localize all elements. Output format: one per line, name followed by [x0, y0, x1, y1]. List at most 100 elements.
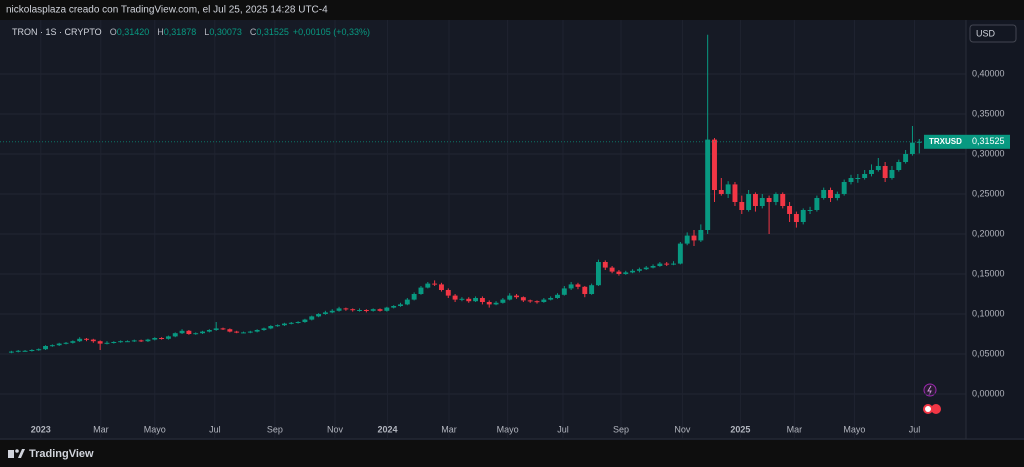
- candle-body: [698, 230, 704, 241]
- footer-bar: [0, 440, 1024, 467]
- legend-key: C: [250, 27, 257, 37]
- credit: nickolasplaza creado con TradingView.com…: [6, 5, 328, 16]
- candle-body: [227, 329, 233, 332]
- y-tick-label: 0,00000: [972, 388, 1005, 398]
- candle-body: [97, 341, 103, 344]
- candle-body: [254, 330, 260, 332]
- candle-body: [124, 341, 130, 343]
- footer-brand: TradingView: [29, 448, 94, 460]
- candle-body: [49, 345, 55, 347]
- candle-body: [220, 328, 226, 330]
- candle-body: [268, 326, 274, 329]
- x-tick-label: Sep: [267, 424, 283, 434]
- candle-body: [732, 184, 738, 202]
- x-tick-label: Jul: [909, 424, 921, 434]
- candle-body: [438, 284, 444, 290]
- candle-body: [411, 294, 417, 300]
- candle-body: [787, 206, 793, 214]
- candle-body: [780, 194, 786, 206]
- x-tick-label: Mayo: [144, 424, 166, 434]
- candle-body: [650, 266, 656, 268]
- candle-body: [206, 330, 212, 332]
- candle-body: [855, 178, 861, 179]
- logo: [8, 449, 25, 458]
- candle-body: [800, 210, 806, 222]
- currency: USD: [976, 28, 996, 38]
- candle-body: [875, 166, 881, 170]
- candle-body: [377, 309, 383, 311]
- candle-body: [343, 308, 349, 310]
- candle-body: [909, 142, 915, 154]
- candle-body: [350, 309, 356, 311]
- candle-body: [834, 194, 840, 198]
- y-tick-label: 0,15000: [972, 268, 1005, 278]
- symbol: TRXUSD: [929, 137, 962, 146]
- candle-body: [862, 174, 868, 178]
- candle-body: [473, 298, 479, 302]
- candle-body: [391, 306, 397, 308]
- candle-body: [322, 312, 328, 314]
- candle-body: [841, 182, 847, 194]
- candle-body: [896, 162, 902, 170]
- candle-body: [247, 331, 253, 333]
- candle-body: [507, 295, 513, 300]
- candle-body: [459, 298, 465, 300]
- x-tick-label: 2023: [31, 424, 51, 434]
- y-tick-label: 0,25000: [972, 188, 1005, 198]
- candle-body: [309, 316, 315, 320]
- plot: [0, 20, 966, 439]
- y-tick-label: 0,10000: [972, 308, 1005, 318]
- candle-body: [541, 299, 547, 302]
- y-tick-label: 0,05000: [972, 348, 1005, 358]
- candle-body: [793, 214, 799, 222]
- candle-body: [582, 286, 588, 294]
- candle-body: [903, 154, 909, 162]
- candle-body: [636, 269, 642, 271]
- candle-body: [165, 336, 171, 339]
- currency-box[interactable]: [969, 24, 1017, 43]
- candle-body: [336, 308, 342, 311]
- candle-body: [916, 141, 922, 143]
- last-price-label: 0,31525: [972, 136, 1005, 146]
- candle-body: [773, 194, 779, 202]
- candle-body: [479, 298, 485, 302]
- symbol-tag: [924, 134, 966, 149]
- candle-body: [568, 284, 574, 289]
- candle-body: [43, 346, 49, 350]
- x-tick-label: Jul: [557, 424, 569, 434]
- candle-body: [643, 267, 649, 270]
- candle-body: [302, 319, 308, 322]
- candle-body: [357, 310, 362, 311]
- candle-body: [56, 343, 62, 346]
- y-tick-label: 0,30000: [972, 148, 1005, 158]
- candle-body: [295, 322, 301, 323]
- candle-body: [29, 350, 35, 351]
- candle-body: [452, 295, 458, 300]
- legend-value: 0,31420: [117, 27, 150, 37]
- candle-body: [575, 284, 581, 287]
- candle-body: [241, 332, 246, 334]
- candle-body: [561, 288, 567, 295]
- x-tick-label: 2025: [730, 424, 750, 434]
- candle-body: [138, 340, 144, 342]
- candle-body: [179, 330, 185, 334]
- candle-body: [384, 307, 390, 311]
- candle-body: [869, 170, 874, 174]
- candle-body: [22, 350, 28, 352]
- candle-body: [527, 300, 533, 302]
- candle-body: [466, 298, 472, 302]
- candle-body: [766, 198, 772, 202]
- candle-body: [671, 263, 676, 265]
- legend-value: 0,31878: [164, 27, 197, 37]
- x-tick-label: Jul: [209, 424, 221, 434]
- plot-area: [0, 20, 966, 439]
- event-icons: [923, 383, 941, 414]
- candle-body: [316, 314, 322, 317]
- x-tick-label: Mayo: [497, 424, 519, 434]
- candle-body: [821, 190, 827, 198]
- candle-body: [548, 298, 554, 300]
- y-tick-label: 0,20000: [972, 228, 1005, 238]
- candle-body: [889, 170, 895, 178]
- candle-body: [200, 331, 205, 334]
